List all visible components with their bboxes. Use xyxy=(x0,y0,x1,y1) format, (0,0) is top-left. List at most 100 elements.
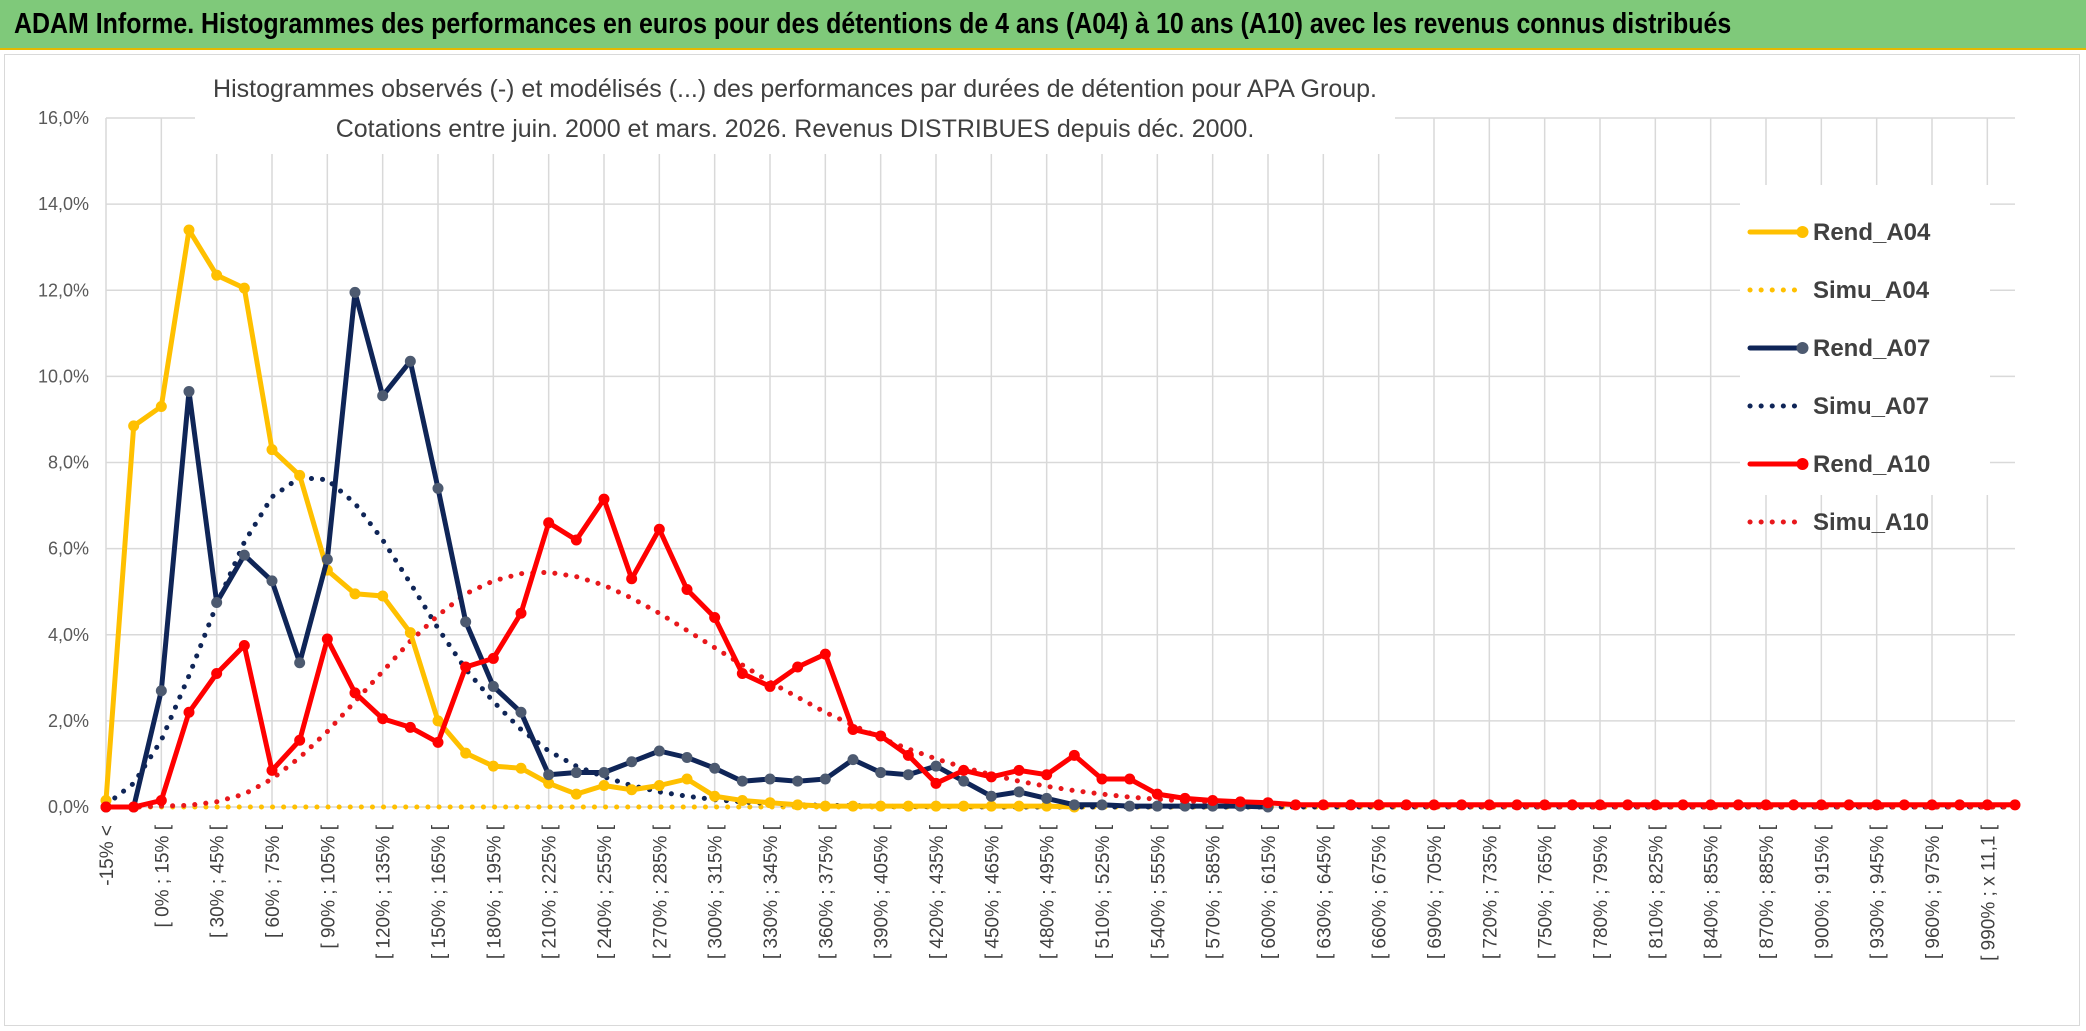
data-point-rend_a10 xyxy=(1428,799,1440,811)
x-tick-label: [ 300% ; 315% [ xyxy=(706,824,727,959)
data-point-rend_a04 xyxy=(985,800,997,812)
data-point-rend_a10 xyxy=(1760,799,1772,811)
x-tick-label: [ 480% ; 495% [ xyxy=(1038,824,1059,959)
y-tick-label: 10,0% xyxy=(38,366,89,386)
data-point-rend_a07 xyxy=(211,596,223,608)
data-point-rend_a10 xyxy=(1539,799,1551,811)
data-point-rend_a04 xyxy=(487,760,499,772)
data-point-rend_a10 xyxy=(1594,799,1606,811)
data-point-rend_a10 xyxy=(1566,799,1578,811)
data-point-rend_a10 xyxy=(958,764,970,776)
data-point-rend_a10 xyxy=(1622,799,1634,811)
x-tick-label: [ 420% ; 435% [ xyxy=(927,824,948,959)
data-point-rend_a07 xyxy=(432,482,444,494)
data-point-rend_a10 xyxy=(1705,799,1717,811)
data-point-rend_a04 xyxy=(626,784,638,796)
x-tick-label: [ 720% ; 735% [ xyxy=(1480,824,1501,959)
legend[interactable]: Rend_A04 Simu_A04 Rend_A07 Simu_A07 Rend_A10… xyxy=(1740,185,1990,536)
x-tick-label: [ 990% ; x 11,1 [ xyxy=(1978,824,1999,961)
data-point-rend_a10 xyxy=(598,493,610,505)
x-tick-label: [ 510% ; 525% [ xyxy=(1093,824,1114,959)
y-tick-label: 16,0% xyxy=(38,108,89,128)
x-tick-label: [ 810% ; 825% [ xyxy=(1646,824,1667,959)
legend-background xyxy=(1740,185,1990,495)
data-point-rend_a10 xyxy=(1483,799,1495,811)
y-tick-label: 4,0% xyxy=(48,625,89,645)
data-point-rend_a10 xyxy=(487,652,499,664)
data-point-rend_a10 xyxy=(1511,799,1523,811)
data-point-rend_a07 xyxy=(321,553,333,565)
x-tick-label: [ 60% ; 75% [ xyxy=(263,824,284,938)
data-point-rend_a10 xyxy=(792,661,804,673)
x-tick-label: [ 150% ; 165% [ xyxy=(429,824,450,959)
data-point-rend_a04 xyxy=(155,401,167,413)
data-point-rend_a10 xyxy=(626,573,638,585)
x-tick-label: [ 120% ; 135% [ xyxy=(374,824,395,959)
y-tick-label: 12,0% xyxy=(38,280,89,300)
legend-marker xyxy=(1796,226,1809,238)
data-point-rend_a04 xyxy=(570,788,582,800)
data-point-rend_a04 xyxy=(764,797,776,809)
data-point-rend_a10 xyxy=(128,801,140,813)
data-point-rend_a07 xyxy=(183,385,195,397)
data-point-rend_a07 xyxy=(847,754,859,766)
data-point-rend_a10 xyxy=(349,687,361,699)
data-point-rend_a07 xyxy=(404,355,416,367)
data-point-rend_a04 xyxy=(819,800,831,812)
chart-title-line-1: Histogrammes observés (-) et modélisés (… xyxy=(213,75,1377,103)
data-point-rend_a04 xyxy=(211,269,223,281)
x-tick-label: [ 570% ; 585% [ xyxy=(1204,824,1225,959)
data-point-rend_a10 xyxy=(155,795,167,807)
x-tick-label: [ 750% ; 765% [ xyxy=(1536,824,1557,959)
legend-marker xyxy=(1796,342,1809,354)
y-tick-label: 14,0% xyxy=(38,194,89,214)
data-point-rend_a07 xyxy=(736,775,748,787)
data-point-rend_a10 xyxy=(1843,799,1855,811)
data-point-rend_a10 xyxy=(819,648,831,660)
data-point-rend_a10 xyxy=(294,734,306,746)
data-point-rend_a07 xyxy=(1124,800,1136,812)
data-point-rend_a07 xyxy=(819,773,831,785)
data-point-rend_a10 xyxy=(1179,792,1191,804)
title-background xyxy=(195,58,1395,154)
data-point-rend_a07 xyxy=(598,767,610,779)
data-point-rend_a07 xyxy=(1151,800,1163,812)
data-point-rend_a10 xyxy=(1926,799,1938,811)
chart-title-line-2: Cotations entre juin. 2000 et mars. 2026… xyxy=(336,115,1255,143)
x-tick-label: [ 450% ; 465% [ xyxy=(982,824,1003,959)
data-point-rend_a04 xyxy=(653,779,665,791)
data-point-rend_a04 xyxy=(681,773,693,785)
data-point-rend_a10 xyxy=(902,749,914,761)
data-point-rend_a07 xyxy=(1096,799,1108,811)
data-point-rend_a04 xyxy=(128,420,140,432)
data-point-rend_a10 xyxy=(460,661,472,673)
data-point-rend_a04 xyxy=(598,779,610,791)
histogram-chart: 0,0% 2,0% 4,0% 6,0% 8,0% 10,0% 12,0% 14,0% 16,0%… xyxy=(38,58,2021,961)
data-point-rend_a10 xyxy=(1373,799,1385,811)
x-tick-label: [ 600% ; 615% [ xyxy=(1259,824,1280,959)
report-banner: ADAM Informe. Histogrammes des performan… xyxy=(0,0,2086,50)
data-point-rend_a10 xyxy=(1345,799,1357,811)
x-tick-label: [ 0% ; 15% [ xyxy=(152,824,173,927)
x-tick-label: [ 780% ; 795% [ xyxy=(1591,824,1612,959)
data-point-rend_a10 xyxy=(1456,799,1468,811)
data-point-rend_a07 xyxy=(958,775,970,787)
data-point-rend_a07 xyxy=(294,657,306,669)
data-point-rend_a10 xyxy=(266,764,278,776)
data-point-rend_a10 xyxy=(238,640,250,652)
data-point-rend_a04 xyxy=(792,799,804,811)
data-point-rend_a07 xyxy=(487,680,499,692)
data-point-rend_a10 xyxy=(985,771,997,783)
data-point-rend_a10 xyxy=(2009,799,2021,811)
data-point-rend_a10 xyxy=(1677,799,1689,811)
data-point-rend_a10 xyxy=(1400,799,1412,811)
data-point-rend_a04 xyxy=(875,800,887,812)
series-line-rend_a10 xyxy=(103,496,2018,810)
data-point-rend_a07 xyxy=(515,706,527,718)
data-point-rend_a10 xyxy=(1649,799,1661,811)
data-point-rend_a10 xyxy=(764,680,776,692)
x-tick-label: [ 270% ; 285% [ xyxy=(650,824,671,959)
report-title: ADAM Informe. Histogrammes des performan… xyxy=(14,8,1732,40)
data-point-rend_a07 xyxy=(653,745,665,757)
data-point-rend_a10 xyxy=(1732,799,1744,811)
